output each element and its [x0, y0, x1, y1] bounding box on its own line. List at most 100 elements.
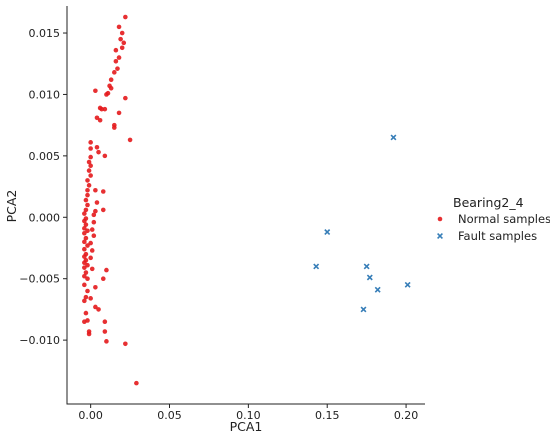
- legend-label: Normal samples: [458, 212, 550, 226]
- x-axis-title: PCA1: [230, 419, 263, 434]
- normal-sample-point: [88, 255, 93, 261]
- x-tick-label: 0.15: [315, 409, 340, 422]
- fault-sample-point: [360, 306, 367, 313]
- normal-sample-point: [85, 187, 90, 193]
- normal-sample-point: [102, 319, 108, 324]
- normal-sample-point: [102, 153, 108, 159]
- normal-sample-point: [123, 14, 128, 20]
- normal-sample-point: [82, 265, 87, 270]
- normal-sample-point: [88, 173, 93, 178]
- points-layer: [82, 14, 411, 386]
- normal-sample-point: [94, 200, 100, 205]
- normal-sample-point: [102, 329, 108, 334]
- normal-sample-point: [85, 288, 90, 294]
- fault-sample-point: [404, 281, 411, 288]
- normal-sample-point: [104, 339, 109, 344]
- normal-sample-point: [82, 230, 87, 236]
- normal-sample-point: [113, 58, 119, 64]
- normal-sample-point: [82, 239, 87, 245]
- normal-sample-point: [86, 159, 92, 165]
- normal-sample-point: [88, 296, 93, 301]
- normal-sample-point: [108, 86, 114, 91]
- normal-sample-point: [123, 341, 128, 347]
- normal-sample-point: [118, 36, 123, 42]
- normal-sample-point: [94, 144, 100, 150]
- legend-marker: [437, 233, 443, 239]
- normal-sample-point: [116, 24, 122, 30]
- fault-sample-point: [324, 229, 331, 235]
- normal-sample-point: [119, 30, 125, 36]
- normal-sample-point: [89, 266, 95, 272]
- normal-sample-point: [89, 248, 95, 253]
- legend: Bearing2_4 Normal samples Fault samples: [437, 195, 550, 243]
- normal-sample-point: [94, 115, 100, 121]
- normal-sample-point: [86, 183, 92, 188]
- normal-sample-point: [96, 149, 101, 155]
- normal-sample-point: [85, 262, 90, 268]
- normal-sample-point: [88, 240, 93, 246]
- fault-sample-point: [366, 274, 373, 281]
- normal-sample-point: [99, 106, 104, 112]
- normal-sample-point: [82, 211, 87, 216]
- normal-sample-point: [91, 212, 97, 218]
- normal-sample-point: [85, 202, 90, 208]
- normal-sample-point: [113, 47, 119, 53]
- normal-sample-point: [119, 45, 125, 51]
- legend-marker: [437, 216, 443, 222]
- normal-sample-point: [82, 260, 87, 266]
- y-tick-label: 0.015: [29, 27, 61, 40]
- normal-sample-point: [104, 267, 109, 273]
- normal-sample-point: [82, 246, 87, 252]
- x-tick-label: 0.20: [394, 409, 419, 422]
- normal-sample-point: [88, 154, 93, 160]
- normal-sample-point: [100, 276, 106, 282]
- legend-title: Bearing2_4: [453, 195, 524, 210]
- normal-sample-point: [82, 218, 87, 224]
- y-tick-label: 0.005: [29, 150, 61, 163]
- x-tick-label: 0.00: [78, 409, 103, 422]
- normal-sample-point: [89, 227, 95, 232]
- normal-sample-point: [82, 226, 87, 231]
- y-tick-label: 0.010: [29, 88, 61, 101]
- fault-sample-point: [313, 263, 320, 270]
- normal-sample-point: [102, 106, 108, 112]
- normal-sample-point: [82, 254, 87, 259]
- legend-item: Fault samples: [437, 229, 537, 243]
- normal-sample-point: [85, 228, 90, 234]
- normal-sample-point: [91, 233, 97, 239]
- fault-sample-point: [390, 134, 397, 141]
- normal-sample-point: [97, 117, 103, 123]
- normal-sample-point: [82, 282, 87, 288]
- normal-sample-point: [85, 276, 90, 282]
- normal-sample-point: [91, 219, 97, 225]
- normal-sample-point: [93, 208, 98, 214]
- normal-sample-point: [116, 55, 122, 60]
- normal-sample-point: [85, 318, 90, 323]
- normal-samples-series: [82, 14, 139, 386]
- y-tick-label: 0.000: [29, 211, 61, 224]
- normal-sample-point: [82, 298, 87, 304]
- legend-label: Fault samples: [458, 229, 537, 243]
- normal-sample-point: [86, 331, 92, 337]
- normal-sample-point: [93, 187, 98, 193]
- y-tick-label: −0.010: [19, 334, 60, 347]
- normal-sample-point: [83, 222, 89, 227]
- normal-sample-point: [83, 270, 89, 275]
- normal-sample-point: [127, 137, 133, 143]
- normal-sample-point: [123, 95, 128, 101]
- x-tick-label: 0.05: [157, 409, 182, 422]
- normal-sample-point: [104, 92, 109, 97]
- normal-sample-point: [88, 140, 93, 145]
- x-tick-label: 0.10: [236, 409, 261, 422]
- fault-sample-point: [374, 286, 381, 293]
- normal-sample-point: [93, 88, 98, 94]
- normal-sample-point: [116, 110, 122, 116]
- normal-sample-point: [108, 77, 114, 83]
- normal-sample-point: [134, 380, 139, 386]
- normal-sample-point: [100, 207, 106, 213]
- normal-sample-point: [121, 40, 127, 46]
- y-axis-title: PCA2: [4, 190, 19, 223]
- normal-sample-point: [83, 310, 89, 316]
- legend-items: Normal samples Fault samples: [437, 212, 550, 243]
